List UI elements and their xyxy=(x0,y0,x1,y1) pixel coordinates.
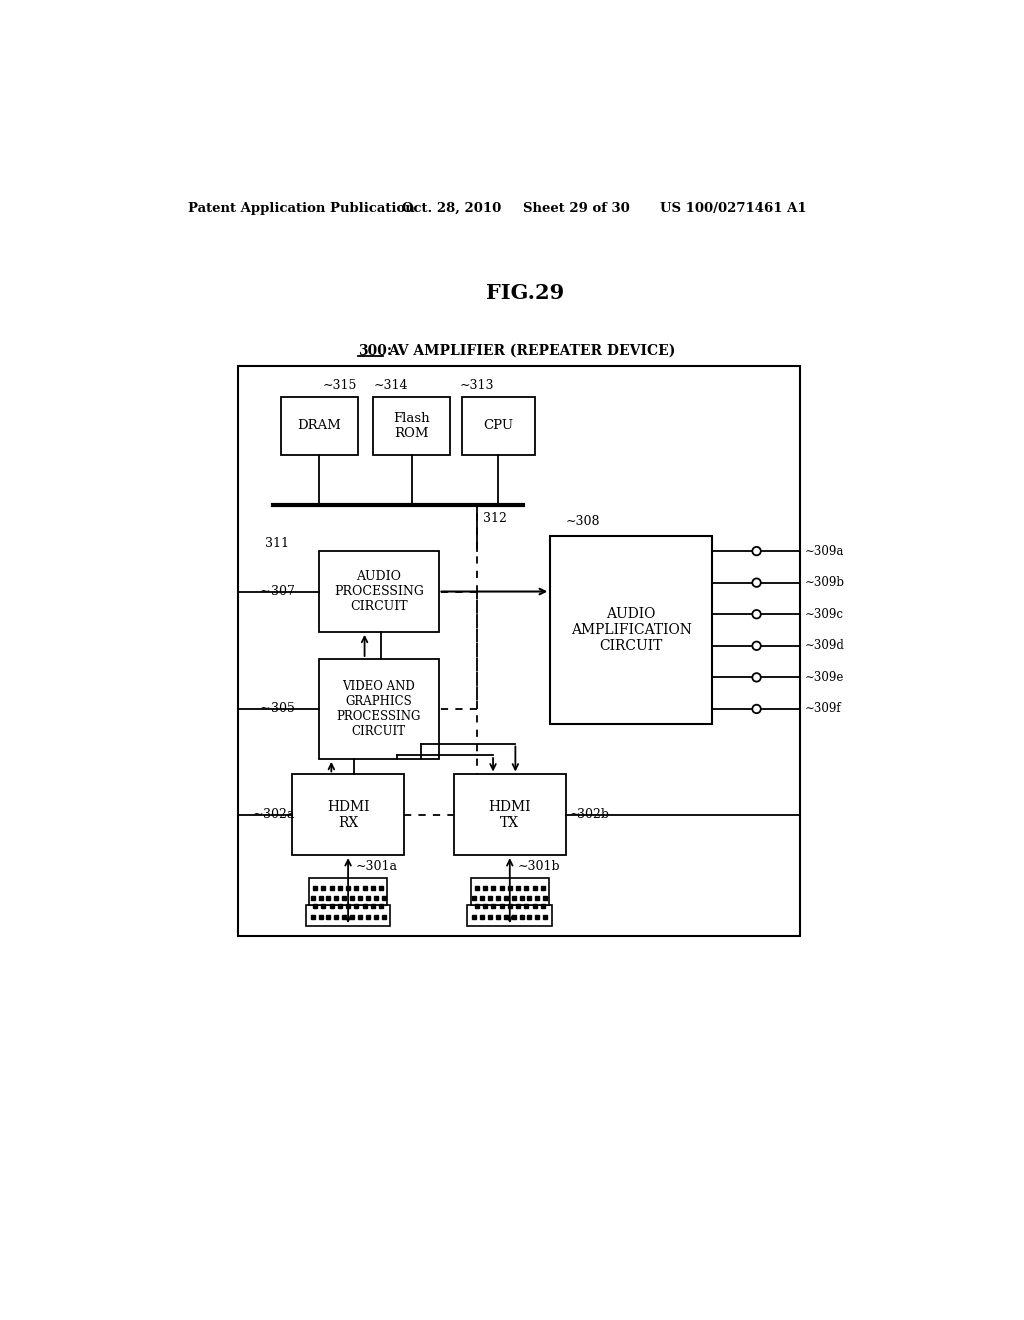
Text: Sheet 29 of 30: Sheet 29 of 30 xyxy=(523,202,630,215)
Text: 312: 312 xyxy=(483,512,507,525)
Text: AUDIO
PROCESSING
CIRCUIT: AUDIO PROCESSING CIRCUIT xyxy=(334,570,424,612)
Text: ∼301a: ∼301a xyxy=(355,861,397,874)
Text: ∼314: ∼314 xyxy=(374,379,408,392)
Text: ∼: ∼ xyxy=(252,808,263,821)
Bar xyxy=(309,878,387,904)
Text: DRAM: DRAM xyxy=(297,420,341,433)
Bar xyxy=(467,904,552,927)
Text: ∼: ∼ xyxy=(569,808,580,821)
Text: HDMI
TX: HDMI TX xyxy=(488,800,531,830)
Bar xyxy=(373,397,451,455)
Text: ∼308: ∼308 xyxy=(565,515,600,528)
Bar xyxy=(319,659,438,759)
Bar xyxy=(454,775,565,855)
Text: 302b: 302b xyxy=(578,808,609,821)
Text: ∼309b: ∼309b xyxy=(804,576,845,589)
Text: 300:: 300: xyxy=(357,345,392,358)
Bar xyxy=(462,397,535,455)
Text: ∼: ∼ xyxy=(260,585,270,598)
Bar xyxy=(281,397,357,455)
Text: AUDIO
AMPLIFICATION
CIRCUIT: AUDIO AMPLIFICATION CIRCUIT xyxy=(570,607,691,653)
Text: 307: 307 xyxy=(270,585,295,598)
Text: ∼309c: ∼309c xyxy=(804,607,844,620)
Bar xyxy=(550,536,712,725)
Text: ∼301b: ∼301b xyxy=(517,861,560,874)
Text: 311: 311 xyxy=(265,537,290,550)
Text: CPU: CPU xyxy=(483,420,513,433)
Text: AV AMPLIFIER (REPEATER DEVICE): AV AMPLIFIER (REPEATER DEVICE) xyxy=(388,345,676,358)
Bar xyxy=(292,775,403,855)
Text: ∼309d: ∼309d xyxy=(804,639,844,652)
Text: FIG.29: FIG.29 xyxy=(485,284,564,304)
Text: ∼: ∼ xyxy=(260,702,270,715)
Text: VIDEO AND
GRAPHICS
PROCESSING
CIRCUIT: VIDEO AND GRAPHICS PROCESSING CIRCUIT xyxy=(337,680,421,738)
Bar xyxy=(319,552,438,632)
Text: ∼309a: ∼309a xyxy=(804,545,844,557)
Text: Oct. 28, 2010: Oct. 28, 2010 xyxy=(401,202,501,215)
Text: HDMI
RX: HDMI RX xyxy=(327,800,370,830)
Text: ∼315: ∼315 xyxy=(323,379,357,392)
Bar xyxy=(239,367,801,936)
Text: Patent Application Publication: Patent Application Publication xyxy=(188,202,415,215)
Text: ∼313: ∼313 xyxy=(460,379,495,392)
Bar xyxy=(470,878,549,904)
Text: ∼309f: ∼309f xyxy=(804,702,841,715)
Text: 305: 305 xyxy=(270,702,295,715)
Text: US 100/0271461 A1: US 100/0271461 A1 xyxy=(659,202,806,215)
Bar xyxy=(306,904,390,927)
Text: ∼309e: ∼309e xyxy=(804,671,844,684)
Text: 302a: 302a xyxy=(263,808,294,821)
Text: Flash
ROM: Flash ROM xyxy=(393,412,430,440)
